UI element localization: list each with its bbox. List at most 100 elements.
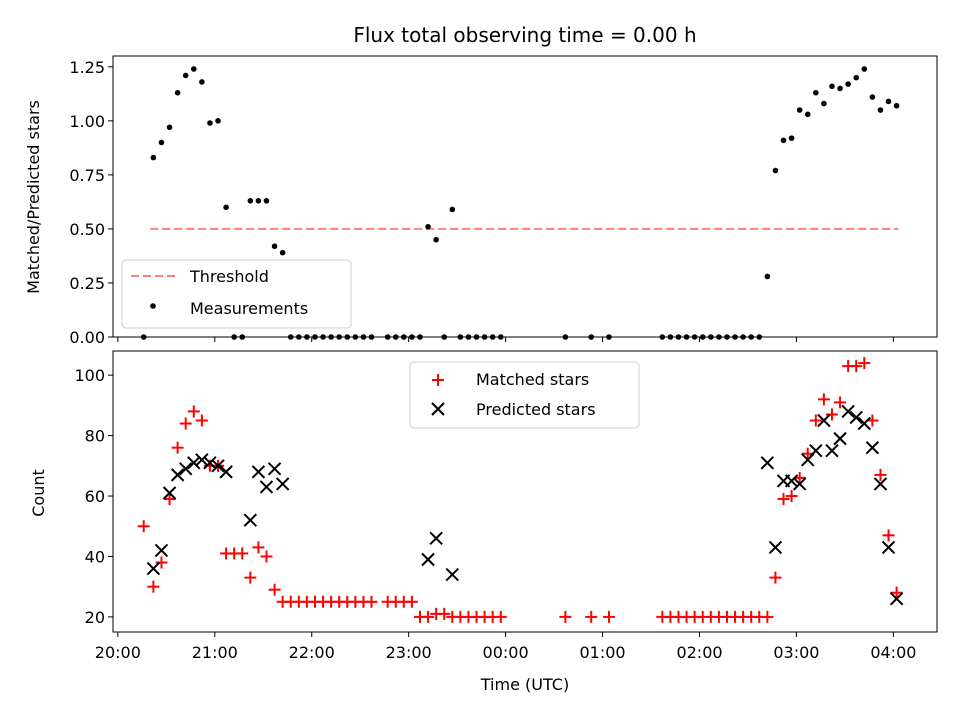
measurement-point (207, 120, 213, 126)
predicted-star-point (865, 440, 880, 455)
predicted-star-point (889, 592, 904, 606)
measurement-point (804, 111, 811, 118)
measurement-point (150, 154, 157, 161)
measurement-point (837, 85, 843, 92)
matched-star-point (268, 583, 281, 596)
measurement-point (425, 223, 431, 230)
measurement-point (158, 139, 165, 146)
matched-star-point (559, 610, 572, 623)
measurement-point (182, 72, 189, 79)
predicted-star-point (760, 456, 775, 470)
measurement-point (433, 236, 439, 243)
predicted-star-point (187, 456, 201, 470)
matched-star-point (890, 586, 903, 599)
matched-star-point (809, 414, 822, 427)
matched-star-point (236, 547, 249, 560)
measurements-legend-icon (150, 303, 156, 309)
measurement-point (190, 66, 197, 72)
measurement-point (813, 89, 819, 96)
predicted-star-point (162, 486, 177, 500)
x-tick-label: 22:00 (289, 643, 335, 662)
top-panel: Flux total observing time = 0.00 h 0.000… (24, 23, 938, 347)
predicted-star-point (825, 444, 839, 458)
predicted-star-point (243, 513, 258, 527)
predicted-star-point (219, 465, 233, 479)
predicted-star-point (203, 456, 217, 470)
predicted-star-point (881, 540, 896, 555)
top-axes-frame (112, 55, 938, 338)
matched-star-point (494, 610, 507, 623)
measurement-point (247, 198, 254, 204)
measurement-point (772, 167, 779, 174)
matched-star-point (603, 610, 616, 623)
predicted-star-point (429, 531, 443, 546)
measurement-point (869, 94, 876, 100)
matched-star-point (147, 580, 160, 593)
bottom-legend: Matched stars Predicted stars (409, 361, 640, 429)
measurement-point (263, 198, 270, 204)
predicted-star-point (873, 477, 888, 491)
bottom-panel: 20 40 60 80 100 20:00 21:00 22:00 23:00 00:00 01:… (29, 350, 938, 694)
matched-star-point (252, 541, 265, 554)
predicted-star-point (857, 416, 872, 431)
x-tick-label: 03:00 (773, 643, 819, 662)
predicted-star-point (178, 462, 193, 476)
matched-star-point (769, 571, 782, 584)
measurement-point (780, 137, 787, 144)
measurement-point (853, 74, 860, 81)
predicted-star-point (195, 453, 209, 467)
matched-star-point (785, 490, 798, 503)
x-tick-label: 20:00 (95, 643, 141, 662)
measurement-point (877, 107, 884, 113)
predicted-star-point (445, 567, 460, 582)
predicted-stars-legend-label: Predicted stars (476, 400, 596, 419)
measurement-point (845, 81, 851, 87)
bottom-x-axis-label: Time (UTC) (480, 675, 569, 694)
predicted-star-point (809, 444, 823, 458)
matched-star-point (777, 493, 790, 506)
bottom-axes-frame (112, 350, 938, 633)
threshold-legend-label: Threshold (189, 267, 269, 286)
matched-star-point (874, 468, 887, 481)
matched-star-point (155, 556, 168, 569)
matched-star-point (422, 610, 435, 623)
predicted-star-point (267, 462, 282, 476)
top-legend-box (121, 259, 352, 329)
matched-star-point (365, 595, 378, 608)
measurement-point (279, 249, 286, 256)
matched-star-point (761, 610, 774, 623)
top-y-ticks: 0.00 0.25 0.50 0.75 1.00 1.25 (69, 58, 113, 347)
matched-star-point (187, 405, 200, 418)
predicted-star-point (817, 413, 831, 428)
x-tick-label: 04:00 (870, 643, 916, 662)
bottom-marks (137, 357, 904, 623)
measurements-legend-label: Measurements (190, 299, 308, 318)
predicted-star-point (841, 404, 855, 419)
matched-star-point (405, 595, 418, 608)
matched-stars-legend-label: Matched stars (476, 370, 589, 389)
predicted-star-point (833, 431, 847, 446)
predicted-star-point (211, 459, 225, 473)
matched-star-point (137, 520, 150, 533)
y-tick-label: 60 (85, 487, 105, 506)
predicted-star-point (146, 561, 161, 576)
matched-star-point (817, 393, 830, 406)
matched-star-point (195, 414, 208, 427)
measurement-point (796, 107, 803, 113)
y-tick-label: 100 (74, 366, 105, 385)
x-tick-label: 00:00 (483, 643, 529, 662)
y-tick-label: 1.00 (69, 112, 105, 131)
bottom-y-ticks: 20 40 60 80 100 (74, 366, 113, 627)
measurement-point (215, 118, 221, 124)
top-legend: Threshold Measurements (121, 259, 352, 329)
matched-star-point (858, 357, 871, 370)
predicted-star-point (768, 540, 783, 555)
predicted-star-point (275, 477, 290, 491)
measurement-point (861, 66, 868, 72)
measurement-point (821, 100, 827, 107)
matched-star-point (244, 571, 257, 584)
measurement-point (829, 83, 835, 90)
matched-star-point (179, 417, 192, 430)
